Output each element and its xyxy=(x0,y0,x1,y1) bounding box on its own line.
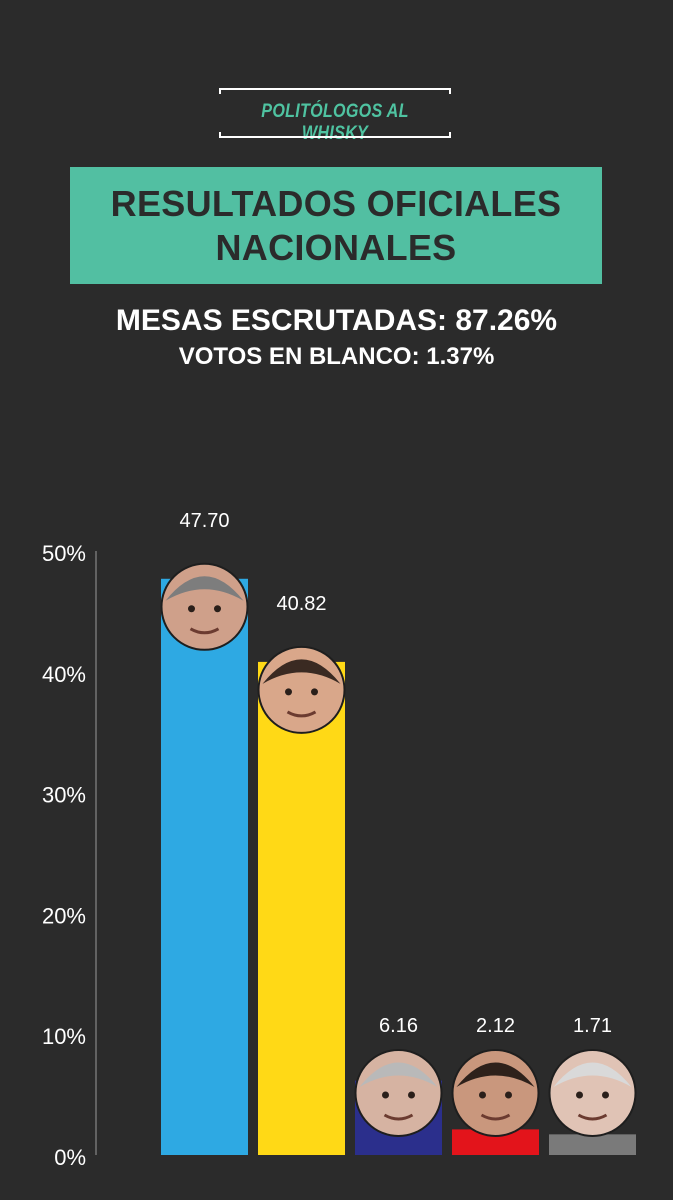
data-label: 2.12 xyxy=(476,1015,515,1037)
candidate-mouth xyxy=(189,627,220,635)
data-label: 40.82 xyxy=(276,593,326,615)
title-line-2: NACIONALES xyxy=(215,226,457,268)
brand-logo: POLITÓLOGOS AL WHISKY xyxy=(219,88,451,144)
title-banner: RESULTADOS OFICIALES NACIONALES xyxy=(70,167,602,284)
candidate-eye xyxy=(479,1091,486,1099)
data-label: 1.71 xyxy=(573,1015,612,1037)
candidate-mouth xyxy=(383,1113,414,1121)
candidate-eye xyxy=(214,605,221,613)
candidate-hair xyxy=(262,659,341,684)
tables-counted-stat: MESAS ESCRUTADAS: 87.26% xyxy=(115,304,558,337)
brand-rule-bottom xyxy=(219,132,451,138)
bar xyxy=(258,661,345,1155)
candidate-eye xyxy=(505,1091,512,1099)
candidate-mouth xyxy=(480,1113,511,1121)
candidate-hair xyxy=(456,1062,535,1087)
candidate-eye xyxy=(188,605,195,613)
y-tick-label: 40% xyxy=(42,662,86,687)
brand-name: POLITÓLOGOS AL WHISKY xyxy=(261,101,409,144)
data-label: 47.70 xyxy=(179,510,229,532)
candidate-hair xyxy=(165,576,244,601)
candidate-eye xyxy=(311,688,318,696)
candidate-eye xyxy=(382,1091,389,1099)
candidate-hair xyxy=(359,1062,438,1087)
y-tick-label: 10% xyxy=(42,1024,86,1049)
data-label: 6.16 xyxy=(379,1015,418,1037)
blank-votes-stat: VOTOS EN BLANCO: 1.37% xyxy=(178,343,495,370)
candidate-mouth xyxy=(577,1113,608,1121)
candidate-eye xyxy=(408,1091,415,1099)
bar xyxy=(161,578,248,1155)
candidate-eye xyxy=(576,1091,583,1099)
candidate-hair xyxy=(553,1062,632,1087)
bar xyxy=(549,1134,636,1155)
y-tick-label: 50% xyxy=(42,541,86,566)
candidate-mouth xyxy=(286,710,317,718)
brand-rule-top xyxy=(219,88,451,94)
candidate-eye xyxy=(602,1091,609,1099)
title-line-1: RESULTADOS OFICIALES xyxy=(110,182,562,224)
y-tick-label: 20% xyxy=(42,903,86,928)
candidate-eye xyxy=(285,688,292,696)
y-tick-label: 0% xyxy=(54,1145,86,1170)
y-tick-label: 30% xyxy=(42,783,86,808)
